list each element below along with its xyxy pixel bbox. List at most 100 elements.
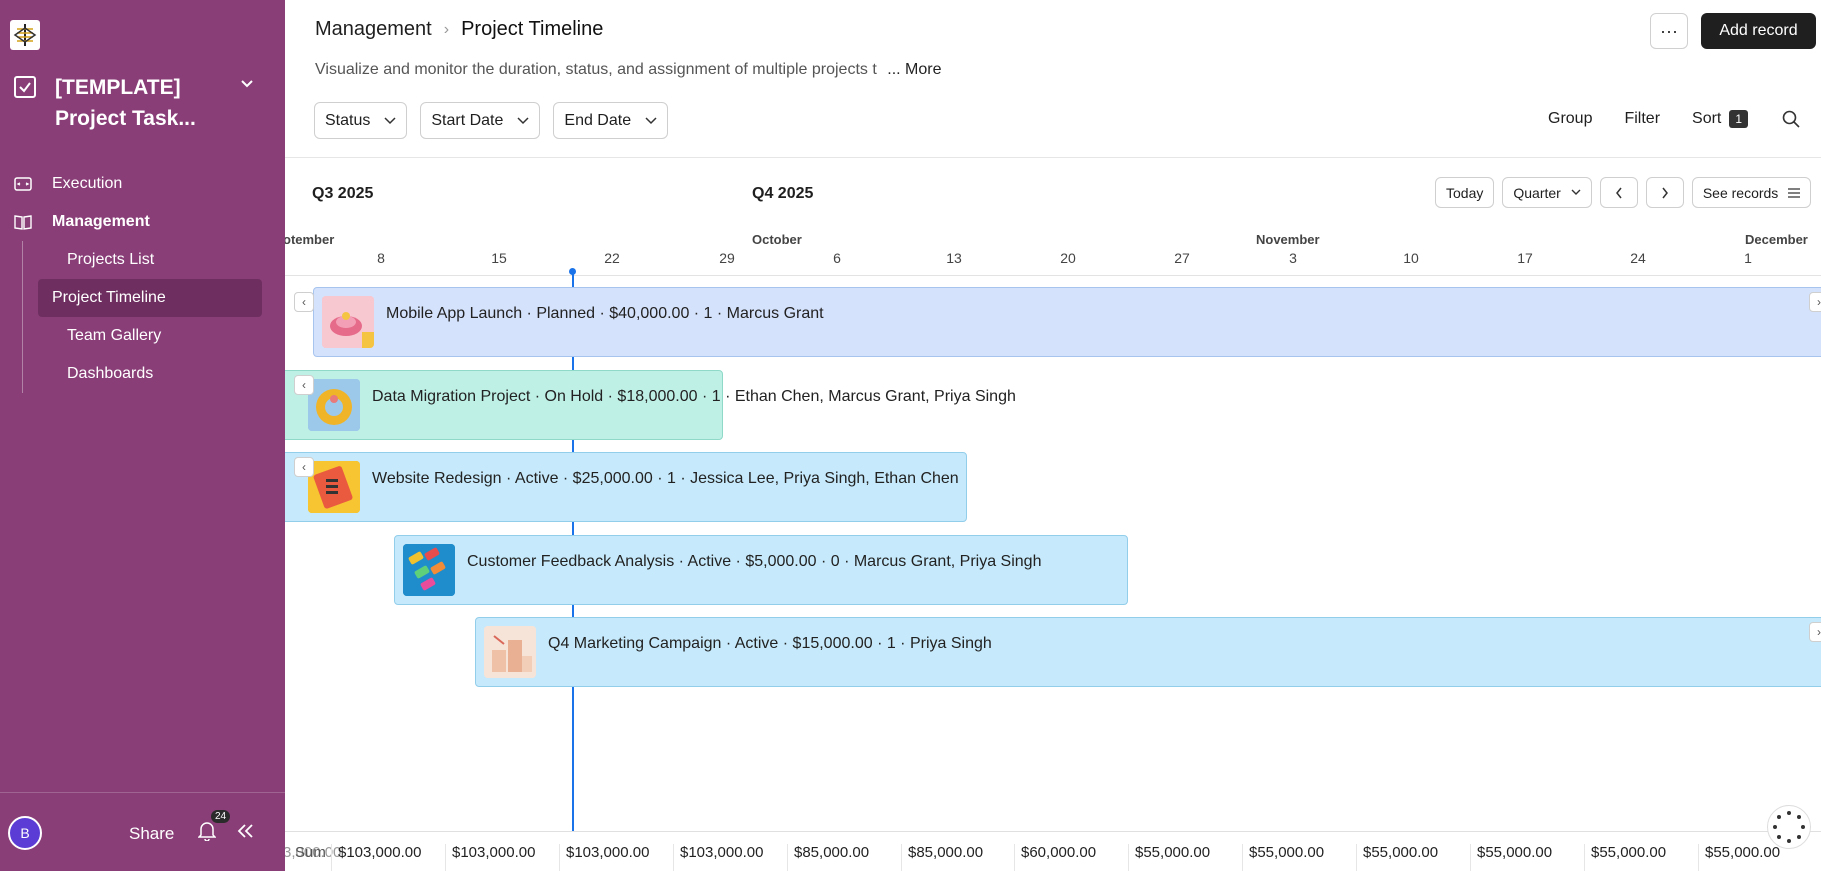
sum-cell: $103,000.00 <box>559 844 649 871</box>
chevron-left-icon[interactable]: ‹ <box>294 292 314 312</box>
day-label: 20 <box>1060 250 1076 266</box>
month-label: otember <box>285 232 335 247</box>
day-label: 27 <box>1174 250 1190 266</box>
day-label: 15 <box>491 250 507 266</box>
filter-bar: Status Start Date End Date <box>314 102 669 139</box>
view-description: Visualize and monitor the duration, stat… <box>315 61 941 79</box>
chevron-right-icon[interactable]: › <box>1809 622 1821 642</box>
sidebar-item-projects-list[interactable]: Projects List <box>67 251 155 268</box>
notification-count-badge: 24 <box>211 810 231 823</box>
sort-label: Sort <box>1692 110 1722 127</box>
status-filter-dropdown[interactable]: Status <box>314 102 408 139</box>
today-button[interactable]: Today <box>1435 177 1495 208</box>
sum-cell: $55,000.00 <box>1356 844 1438 871</box>
collapse-sidebar-icon[interactable] <box>236 823 254 844</box>
loading-spinner-icon <box>1767 805 1811 849</box>
management-subnav: Projects List Project Timeline Team Gall… <box>22 241 285 393</box>
more-options-button[interactable]: ··· <box>1650 13 1688 49</box>
bar-label: Website Redesign · Active · $25,000.00 ·… <box>372 470 959 487</box>
end-date-filter-dropdown[interactable]: End Date <box>553 102 669 139</box>
see-records-label: See records <box>1702 184 1779 201</box>
timeline-bar-data-migration-project[interactable]: Data Migration Project · On Hold · $18,0… <box>285 370 1016 440</box>
record-thumbnail <box>403 544 455 596</box>
add-record-button[interactable]: Add record <box>1701 13 1816 49</box>
sum-cell: $103,000.00 <box>445 844 535 871</box>
month-label: December <box>1745 232 1808 247</box>
sidebar-footer: B Share 24 <box>0 792 285 871</box>
quarter-label-q4: Q4 2025 <box>752 185 814 202</box>
checkbox-icon <box>14 76 36 98</box>
chevron-down-icon <box>645 116 657 124</box>
timeline-view: Q3 2025 Q4 2025 Today Quarter See record… <box>285 158 1821 871</box>
sort-count-badge: 1 <box>1729 110 1749 128</box>
sidebar-item-project-timeline[interactable]: Project Timeline <box>38 279 262 317</box>
sum-cell: $85,000.00 <box>787 844 869 871</box>
breadcrumb-parent[interactable]: Management <box>315 18 432 40</box>
scale-dropdown[interactable]: Quarter <box>1502 177 1592 208</box>
previous-period-button[interactable] <box>1599 177 1638 208</box>
bell-icon[interactable] <box>197 821 217 846</box>
bar-label: Mobile App Launch · Planned · $40,000.00… <box>386 305 824 322</box>
timeline-bar-website-redesign[interactable]: Website Redesign · Active · $25,000.00 ·… <box>285 452 967 522</box>
partial-sum-value: 3,000.00 <box>285 844 342 861</box>
sum-cell: $85,000.00 <box>901 844 983 871</box>
start-date-filter-label: Start Date <box>431 111 504 129</box>
sum-cell: $55,000.00 <box>1698 844 1780 871</box>
sidebar-item-management[interactable]: Management <box>0 203 285 241</box>
chevron-right-icon: › <box>443 20 450 38</box>
bar-label: Q4 Marketing Campaign · Active · $15,000… <box>548 635 992 652</box>
chevron-left-icon[interactable]: ‹ <box>294 457 314 477</box>
chevron-right-icon[interactable]: › <box>1809 292 1821 312</box>
group-button[interactable]: Group <box>1548 110 1593 127</box>
timeline-bar-mobile-app-launch[interactable]: Mobile App Launch · Planned · $40,000.00… <box>313 287 1821 357</box>
chevron-left-icon[interactable]: ‹ <box>294 375 314 395</box>
timeline-bar-customer-feedback-analysis[interactable]: Customer Feedback Analysis · Active · $5… <box>394 535 1128 605</box>
sum-cell: $103,000.00 <box>331 844 421 871</box>
sum-cell: $55,000.00 <box>1242 844 1324 871</box>
chevron-left-icon <box>1615 187 1622 198</box>
more-link[interactable]: ... More <box>887 61 942 78</box>
form-icon <box>14 175 32 193</box>
base-name: [TEMPLATE] Project Task... <box>55 76 196 130</box>
sum-cell: $60,000.00 <box>1014 844 1096 871</box>
sidebar-nav: Execution Management Projects List Proje… <box>0 165 285 393</box>
chevron-down-icon <box>1571 189 1581 195</box>
end-date-filter-label: End Date <box>564 111 632 129</box>
sidebar-item-dashboards[interactable]: Dashboards <box>67 365 154 382</box>
timeline-bar-q4-marketing-campaign[interactable]: Q4 Marketing Campaign · Active · $15,000… <box>475 617 1821 687</box>
app-logo[interactable] <box>10 20 40 50</box>
sum-label: Sum <box>295 844 326 861</box>
record-thumbnail <box>308 461 360 513</box>
day-label: 22 <box>604 250 620 266</box>
day-label: 3 <box>1289 250 1297 266</box>
share-button[interactable]: Share <box>129 824 175 843</box>
record-thumbnail <box>484 626 536 678</box>
filter-button[interactable]: Filter <box>1624 110 1661 127</box>
avatar[interactable]: B <box>8 816 42 850</box>
day-label: 17 <box>1517 250 1533 266</box>
sum-cell: $55,000.00 <box>1470 844 1552 871</box>
month-label: October <box>752 232 802 247</box>
sidebar-item-execution[interactable]: Execution <box>0 165 285 203</box>
sum-cell: $55,000.00 <box>1128 844 1210 871</box>
sort-button[interactable]: Sort 1 <box>1692 110 1780 128</box>
view-tools: Group Filter Sort 1 <box>1548 110 1812 128</box>
summary-row: 3,000.00 Sum $103,000.00 $103,000.00 $10… <box>285 831 1821 871</box>
page-title: Project Timeline <box>461 18 604 40</box>
scale-label: Quarter <box>1513 184 1561 201</box>
month-label: November <box>1256 232 1320 247</box>
day-label: 6 <box>833 250 841 266</box>
sum-cell: $55,000.00 <box>1584 844 1666 871</box>
see-records-button[interactable]: See records <box>1691 177 1812 208</box>
day-label: 1 <box>1744 250 1752 266</box>
list-icon <box>1788 187 1801 198</box>
bar-label: Customer Feedback Analysis · Active · $5… <box>467 553 1042 570</box>
today-marker-dot <box>569 268 576 275</box>
chevron-down-icon[interactable] <box>240 76 254 94</box>
start-date-filter-dropdown[interactable]: Start Date <box>420 102 541 139</box>
chevron-down-icon <box>384 116 396 124</box>
next-period-button[interactable] <box>1645 177 1684 208</box>
chevron-down-icon <box>517 116 529 124</box>
sidebar-item-team-gallery[interactable]: Team Gallery <box>67 327 162 344</box>
search-icon[interactable] <box>1782 110 1800 133</box>
